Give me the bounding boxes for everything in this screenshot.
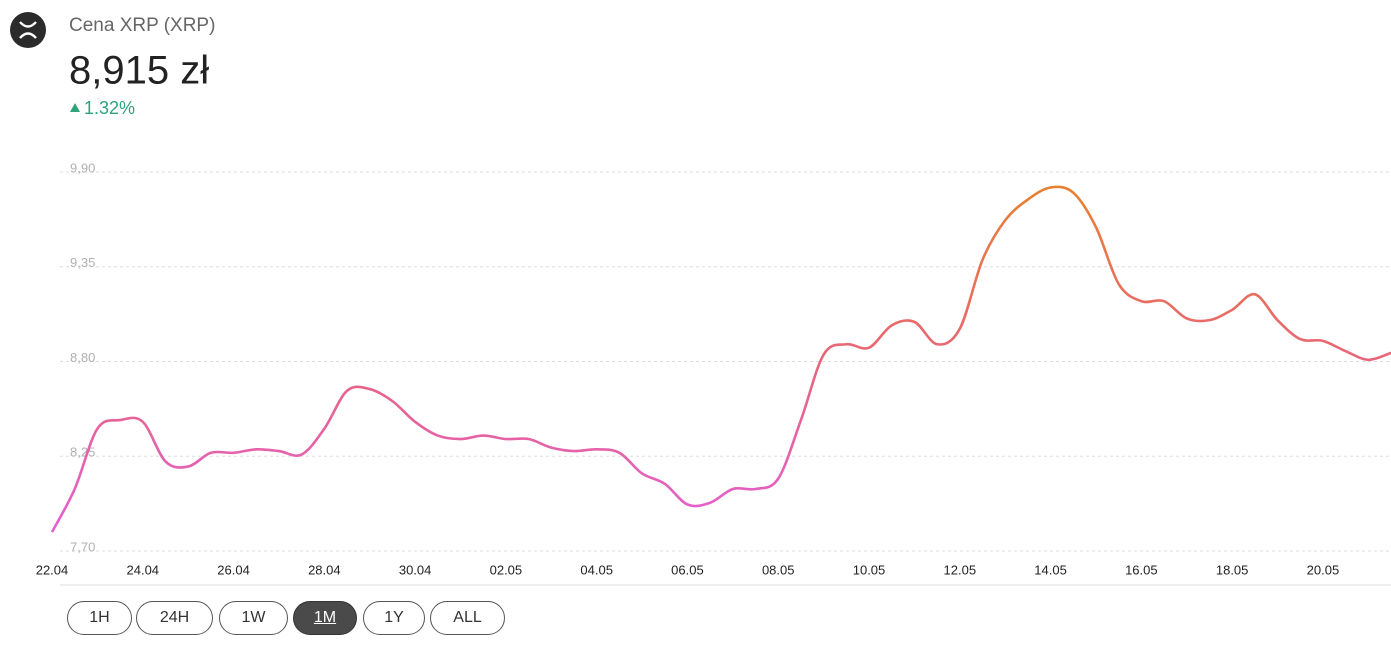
- price-change: 1.32%: [84, 98, 135, 118]
- y-tick-label: 8,25: [70, 445, 95, 460]
- x-tick-label: 08.05: [762, 562, 795, 577]
- x-tick-label: 10.05: [853, 562, 886, 577]
- x-tick-label: 28.04: [308, 562, 341, 577]
- y-tick-label: 9,35: [70, 255, 95, 270]
- x-tick-label: 16.05: [1125, 562, 1158, 577]
- logo: [10, 12, 46, 48]
- range-button[interactable]: ALL: [430, 601, 505, 635]
- x-tick-label: 24.04: [127, 562, 160, 577]
- x-tick-label: 14.05: [1034, 562, 1067, 577]
- range-button[interactable]: 1W: [219, 601, 288, 635]
- x-tick-label: 22.04: [36, 562, 69, 577]
- x-tick-label: 20.05: [1307, 562, 1340, 577]
- asset-title: Cena XRP (XRP): [69, 15, 215, 36]
- range-button[interactable]: 24H: [136, 601, 213, 635]
- y-tick-label: 9,90: [70, 160, 95, 175]
- x-tick-label: 02.05: [490, 562, 523, 577]
- range-button[interactable]: 1M: [293, 601, 357, 635]
- range-button[interactable]: 1Y: [363, 601, 425, 635]
- logo-mark: [19, 21, 37, 39]
- y-tick-label: 7,70: [70, 539, 95, 554]
- price-line: [50, 185, 1391, 533]
- change-arrow: [70, 103, 80, 112]
- y-tick-label: 8,80: [70, 350, 95, 365]
- range-button[interactable]: 1H: [67, 601, 132, 635]
- x-tick-label: 18.05: [1216, 562, 1249, 577]
- x-tick-label: 04.05: [580, 562, 613, 577]
- x-tick-label: 06.05: [671, 562, 704, 577]
- price: 8,915 zł: [69, 49, 209, 93]
- x-tick-label: 26.04: [217, 562, 250, 577]
- x-tick-label: 12.05: [944, 562, 977, 577]
- x-tick-label: 30.04: [399, 562, 432, 577]
